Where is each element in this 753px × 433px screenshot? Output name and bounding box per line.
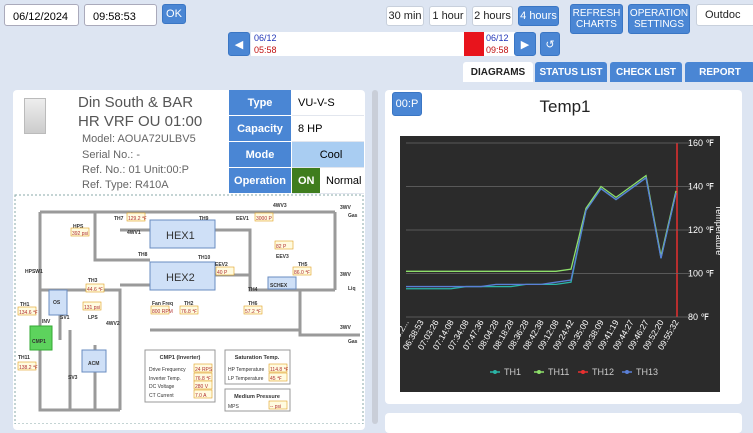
model: Model: AOUA72ULBV5 [82,133,196,145]
status-on: ON [292,168,320,194]
status-value: 8 HP [292,116,364,142]
chart-card [385,90,742,404]
status-key: Capacity [229,116,291,142]
end-date: 06/12 [486,33,509,43]
range-button[interactable]: 2 hours [472,6,513,26]
unit-image [24,98,46,134]
next-button[interactable]: ▶ [514,32,536,56]
status-value: Normal [320,168,364,194]
status-key: Mode [229,142,291,168]
start-time: 05:58 [254,45,277,55]
timeline[interactable] [251,32,535,56]
unit-select[interactable]: Outdoc [696,4,753,26]
timeline-marker [464,32,484,56]
unit-name-1: Din South & BAR [78,94,194,111]
status-value: Cool [292,142,364,168]
date-input[interactable]: 06/12/2024 [4,4,79,26]
page: 06/12/2024 09:58:53 OK REFRESH CHARTS OP… [4,4,753,433]
tab[interactable]: REPORT [685,62,753,82]
refresh-button[interactable]: REFRESH CHARTS [570,4,623,34]
range-button[interactable]: 4 hours [518,6,559,26]
time-input[interactable]: 09:58:53 [84,4,157,26]
end-time: 09:58 [486,45,509,55]
tab[interactable]: CHECK LIST [610,62,682,82]
ref-type: Ref. Type: R410A [82,179,169,191]
start-date: 06/12 [254,33,277,43]
ref-no: Ref. No.: 01 Unit:00:P [82,164,189,176]
chart-badge: 00:P [392,92,422,116]
status-key: Type [229,90,291,116]
range-button[interactable]: 30 min [386,6,424,26]
tab[interactable]: DIAGRAMS [463,62,533,82]
scrollbar [372,90,378,424]
status-value: VU-V-S [292,90,364,116]
next-card [385,413,742,433]
reload-button[interactable]: ↺ [540,32,560,56]
status-key: Operation [229,168,291,194]
tab[interactable]: STATUS LIST [535,62,607,82]
serial: Serial No.: - [82,149,141,161]
unit-name-2: HR VRF OU 01:00 [78,113,203,130]
prev-button[interactable]: ◀ [228,32,250,56]
operation-button[interactable]: OPERATION SETTINGS [628,4,690,34]
ok-button[interactable]: OK [162,4,186,24]
unit-name: Din South & BAR HR VRF OU 01:00 [78,93,202,131]
range-button[interactable]: 1 hour [429,6,467,26]
